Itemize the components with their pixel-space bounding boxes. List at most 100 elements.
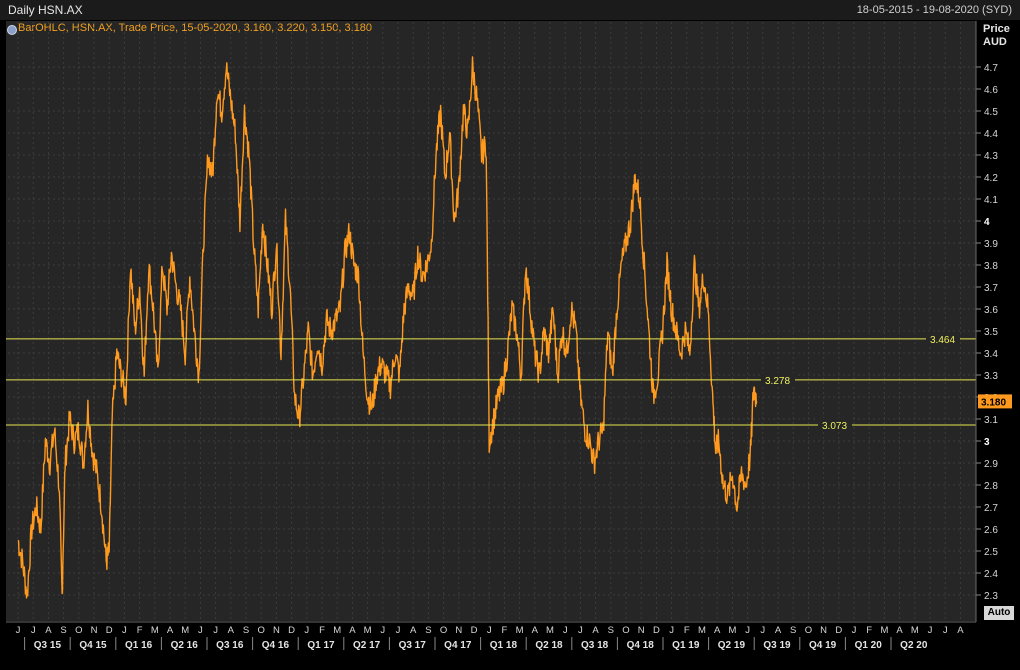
y-tick-label: 2.7 [984, 503, 998, 514]
y-tick-label: 4.6 [984, 85, 998, 96]
x-quarter-label: Q3 18 [581, 640, 609, 651]
x-quarter-label: Q1 17 [307, 640, 335, 651]
x-month-label: N [638, 625, 645, 636]
price-axis-title: Price AUD [983, 23, 1010, 49]
y-tick-label: 3.7 [984, 283, 998, 294]
x-month-label: N [91, 625, 98, 636]
x-month-label: J [760, 625, 765, 636]
y-tick-label: 3.1 [984, 415, 998, 426]
x-month-label: A [167, 625, 174, 636]
x-quarter-label: Q1 20 [855, 640, 883, 651]
x-month-label: F [866, 625, 872, 636]
x-month-label: J [16, 625, 21, 636]
x-quarter-label: Q1 19 [672, 640, 700, 651]
title-bar: Daily HSN.AX 18-05-2015 - 19-08-2020 (SY… [0, 0, 1020, 20]
x-month-label: F [684, 625, 690, 636]
x-month-label: J [31, 625, 36, 636]
x-month-label: M [181, 625, 189, 636]
x-quarter-label: Q3 15 [34, 640, 62, 651]
reference-line-label: 3.073 [822, 421, 847, 432]
y-tick-label: 4.3 [984, 151, 998, 162]
y-tick-label: 2.5 [984, 547, 998, 558]
y-tick-label: 2.4 [984, 569, 998, 580]
x-month-label: M [698, 625, 706, 636]
y-tick-label: 3.3 [984, 371, 998, 382]
date-range-label: 18-05-2015 - 19-08-2020 (SYD) [856, 4, 1012, 16]
last-price-badge [978, 394, 1012, 409]
x-month-label: D [106, 625, 113, 636]
y-tick-label: 2.3 [984, 591, 998, 602]
x-month-label: J [852, 625, 857, 636]
reference-line-label: 3.278 [765, 376, 790, 387]
x-quarter-label: Q4 18 [627, 640, 655, 651]
series-legend[interactable]: BarOHLC, HSN.AX, Trade Price, 15-05-2020… [18, 22, 373, 34]
x-month-label: M [516, 625, 524, 636]
x-month-label: A [532, 625, 539, 636]
x-month-label: M [333, 625, 341, 636]
y-tick-label: 2.8 [984, 481, 998, 492]
x-quarter-label: Q4 16 [262, 640, 290, 651]
x-month-label: M [880, 625, 888, 636]
x-month-label: F [137, 625, 143, 636]
y-tick-label: 4.1 [984, 195, 998, 206]
price-line [17, 56, 758, 599]
x-month-label: J [928, 625, 933, 636]
x-month-label: D [471, 625, 478, 636]
x-month-label: O [258, 625, 265, 636]
x-quarter-label: Q2 16 [171, 640, 199, 651]
x-quarter-label: Q3 16 [216, 640, 244, 651]
reference-line-label-bg [761, 372, 795, 386]
y-axis: 2.32.42.52.62.72.82.933.13.23.33.43.53.6… [975, 21, 1012, 622]
x-month-label: S [60, 625, 66, 636]
x-month-label: S [608, 625, 614, 636]
price-axis-title-line1: Price [983, 23, 1010, 35]
grid-lines [8, 22, 976, 620]
x-month-label: J [304, 625, 309, 636]
x-month-label: N [820, 625, 827, 636]
legend-settings-icon[interactable] [7, 25, 17, 35]
x-month-label: J [943, 625, 948, 636]
horizontal-lines: 3.464 3.278 3.073 [6, 331, 976, 432]
y-tick-label: 3.4 [984, 349, 998, 360]
price-series [17, 56, 758, 599]
y-tick-label: 3 [984, 437, 990, 448]
y-tick-label: 3.6 [984, 305, 998, 316]
reference-line-label: 3.464 [930, 335, 955, 346]
x-month-label: M [151, 625, 159, 636]
x-month-label: D [288, 625, 295, 636]
x-quarter-label: Q2 19 [718, 640, 746, 651]
x-quarter-label: Q4 15 [79, 640, 107, 651]
x-month-label: A [228, 625, 235, 636]
last-price-label: 3.180 [981, 397, 1006, 408]
x-month-label: J [578, 625, 583, 636]
x-month-label: J [745, 625, 750, 636]
x-month-label: D [835, 625, 842, 636]
y-tick-label: 2.9 [984, 459, 998, 470]
x-month-label: F [319, 625, 325, 636]
x-month-label: J [669, 625, 674, 636]
x-month-label: J [198, 625, 203, 636]
x-month-label: F [501, 625, 507, 636]
chart-title: Daily HSN.AX [8, 3, 83, 17]
x-month-label: O [622, 625, 629, 636]
x-month-label: N [455, 625, 462, 636]
y-tick-label: 2.6 [984, 525, 998, 536]
auto-scale-button[interactable]: Auto [984, 606, 1014, 620]
x-month-label: D [653, 625, 660, 636]
x-month-label: A [957, 625, 964, 636]
x-month-label: S [243, 625, 249, 636]
x-quarter-label: Q1 18 [490, 640, 518, 651]
plot-area[interactable] [6, 21, 976, 621]
y-tick-label: 4.2 [984, 173, 998, 184]
y-tick-label: 4 [984, 217, 990, 228]
price-axis-title-line2: AUD [983, 36, 1007, 48]
y-tick-label: 3.8 [984, 261, 998, 272]
x-quarter-label: Q2 17 [353, 640, 381, 651]
reference-line-label-bg [926, 331, 960, 345]
x-quarter-label: Q4 19 [809, 640, 837, 651]
x-month-label: J [563, 625, 568, 636]
x-month-label: A [714, 625, 721, 636]
x-month-label: A [410, 625, 417, 636]
